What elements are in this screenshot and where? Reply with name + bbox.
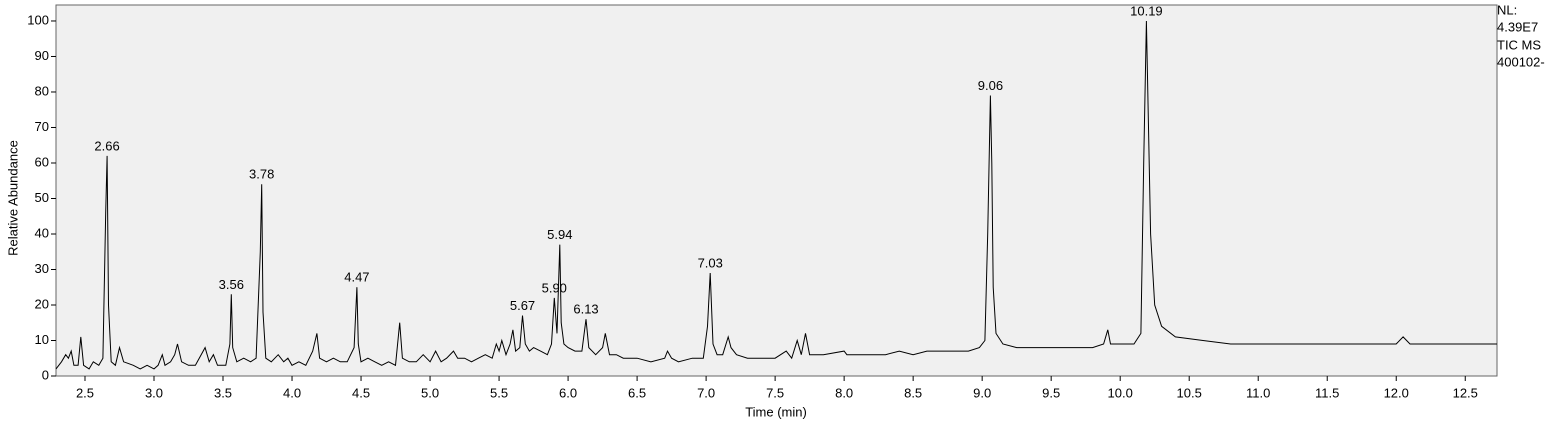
peak-label: 9.06 <box>978 78 1003 93</box>
info-text: 4.39E7 <box>1497 19 1538 34</box>
y-tick-label: 70 <box>35 119 49 134</box>
x-tick-label: 11.5 <box>1315 385 1339 400</box>
peak-label: 5.90 <box>542 280 567 295</box>
x-tick-label: 4.0 <box>283 385 301 400</box>
y-tick-label: 80 <box>35 83 49 98</box>
peak-label: 5.94 <box>547 227 572 242</box>
x-tick-label: 7.0 <box>697 385 715 400</box>
peak-label: 10.19 <box>1130 3 1163 18</box>
y-tick-label: 20 <box>35 296 49 311</box>
chromatogram-trace <box>55 20 1497 370</box>
peak-label: 7.03 <box>698 255 723 270</box>
x-tick-label: 8.5 <box>904 385 922 400</box>
y-tick-label: 50 <box>35 190 49 205</box>
x-tick-label: 3.0 <box>145 385 163 400</box>
x-tick-label: 5.5 <box>490 385 508 400</box>
x-tick-label: 10.5 <box>1177 385 1202 400</box>
peak-label: 5.67 <box>510 298 535 313</box>
x-tick-label: 6.5 <box>628 385 646 400</box>
x-tick-label: 2.5 <box>76 385 94 400</box>
x-tick-label: 3.5 <box>214 385 232 400</box>
info-text: 400102- <box>1497 54 1545 69</box>
y-axis-label: Relative Abundance <box>5 140 20 256</box>
x-axis-label: Time (min) <box>745 404 807 419</box>
y-tick-label: 0 <box>42 367 49 382</box>
x-tick-label: 6.0 <box>559 385 577 400</box>
peak-label: 3.78 <box>249 167 274 182</box>
y-tick-label: 100 <box>27 12 49 27</box>
x-tick-label: 12.5 <box>1453 385 1478 400</box>
plot-area <box>55 4 1498 377</box>
x-tick-label: 10.0 <box>1108 385 1133 400</box>
x-tick-label: 4.5 <box>352 385 370 400</box>
peak-label: 3.56 <box>219 277 244 292</box>
y-tick-label: 60 <box>35 154 49 169</box>
info-text: NL: <box>1497 2 1517 17</box>
peak-label: 6.13 <box>573 302 598 317</box>
peak-label: 4.47 <box>344 270 369 285</box>
x-tick-label: 9.0 <box>973 385 991 400</box>
x-tick-label: 11.0 <box>1246 385 1270 400</box>
peak-label: 2.66 <box>94 138 119 153</box>
y-tick-label: 10 <box>35 332 49 347</box>
x-tick-label: 9.5 <box>1042 385 1060 400</box>
y-tick-label: 30 <box>35 261 49 276</box>
y-tick-label: 40 <box>35 225 49 240</box>
y-tick-label: 90 <box>35 48 49 63</box>
x-tick-label: 7.5 <box>766 385 784 400</box>
x-tick-label: 12.0 <box>1384 385 1409 400</box>
x-tick-label: 5.0 <box>421 385 439 400</box>
info-text: TIC MS <box>1497 37 1541 52</box>
x-tick-label: 8.0 <box>835 385 853 400</box>
